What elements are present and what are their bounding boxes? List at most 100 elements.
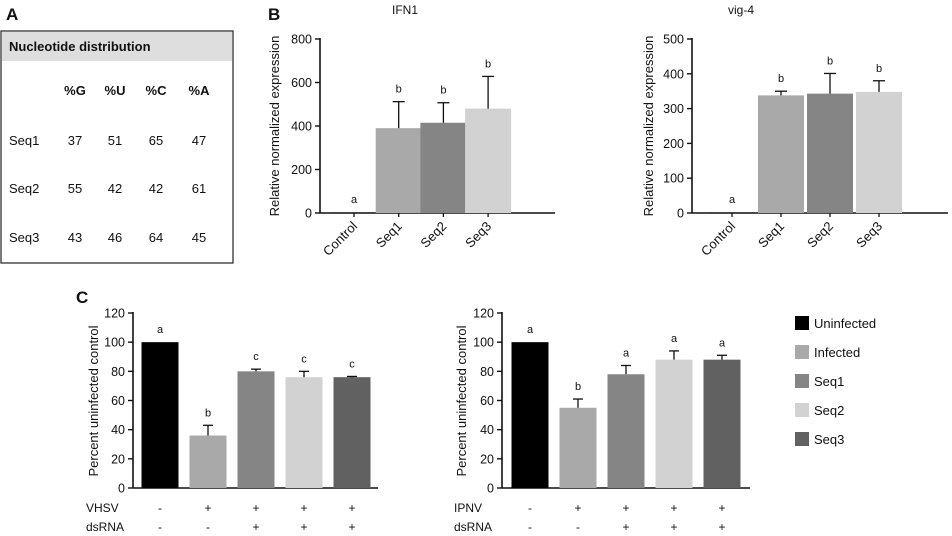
table-cell: 64 — [149, 230, 163, 245]
y-tick-label: 80 — [111, 365, 125, 379]
significance-letter: b — [827, 55, 833, 67]
y-tick-label: 40 — [111, 423, 125, 437]
chart-vhsv: Percent uninfected control 0 20 40 60 80 100 12… — [86, 307, 378, 534]
bar-seq1 — [375, 128, 422, 213]
bar-infected — [559, 407, 597, 488]
x-tick-label: Control — [320, 218, 360, 258]
nucleotide-table: Nucleotide distribution %G %U %C %A Seq1 37 5… — [0, 30, 234, 264]
virus-sign: + — [300, 501, 307, 515]
x-tick-label: Control — [698, 218, 738, 258]
dsrna-row-label: dsRNA — [454, 520, 492, 534]
virus-sign: + — [204, 501, 211, 515]
bar-seq2 — [807, 93, 853, 213]
bar-seq2 — [655, 359, 693, 488]
y-tick-label: 500 — [663, 33, 684, 47]
virus-sign: + — [348, 501, 355, 515]
y-axis-label: Relative normalized expression — [641, 36, 656, 217]
y-tick-label: 200 — [663, 137, 684, 151]
y-tick-label: 100 — [473, 336, 494, 350]
bar-infected — [189, 435, 227, 488]
y-tick-label: 400 — [291, 120, 312, 134]
table-cell: 51 — [108, 133, 122, 148]
y-tick-label: 60 — [480, 394, 494, 408]
significance-letter: b — [485, 58, 491, 70]
chart-title: vig-4 — [728, 3, 754, 17]
legend-swatch — [795, 432, 809, 446]
x-tick-label: Seq3 — [462, 219, 494, 251]
significance-letter: c — [253, 351, 259, 363]
legend: Uninfected Infected Seq1 Seq2 Seq3 — [795, 316, 876, 447]
table-row-label: Seq2 — [9, 181, 39, 196]
bar-uninfected — [511, 342, 549, 488]
significance-letter: b — [205, 407, 211, 419]
table-header-cell: %A — [189, 83, 211, 98]
legend-label: Infected — [814, 345, 860, 360]
bar-seq2 — [285, 377, 323, 488]
dsrna-sign: + — [718, 520, 725, 534]
virus-sign: + — [670, 501, 677, 515]
dsrna-sign: - — [528, 520, 532, 534]
y-tick-label: 600 — [291, 76, 312, 90]
chart-title: IFN1 — [392, 3, 418, 17]
dsrna-sign: + — [670, 520, 677, 534]
significance-letter: b — [575, 381, 581, 393]
significance-letter: a — [157, 324, 164, 336]
y-axis-label: Percent uninfected control — [86, 325, 101, 476]
panel-a-letter: A — [6, 5, 18, 24]
dsrna-sign: - — [158, 520, 162, 534]
table-row-label: Seq3 — [9, 230, 39, 245]
table-cell: 55 — [68, 181, 82, 196]
x-tick-label: Seq3 — [853, 219, 885, 251]
table-row-label: Seq1 — [9, 133, 39, 148]
y-tick-label: 400 — [663, 67, 684, 81]
y-tick-label: 0 — [118, 482, 125, 496]
significance-letter: b — [440, 85, 446, 97]
legend-label: Seq2 — [814, 403, 844, 418]
bar-control — [709, 212, 755, 213]
bar-seq3 — [333, 377, 371, 488]
virus-sign: - — [158, 501, 162, 515]
bar-seq2 — [420, 122, 467, 213]
y-axis-label: Percent uninfected control — [454, 325, 469, 476]
x-tick-label: Seq1 — [755, 219, 787, 251]
table-cell: 42 — [149, 181, 163, 196]
significance-letter: b — [876, 63, 882, 75]
bar-seq1 — [758, 95, 804, 213]
chart-ipnv: Percent uninfected control 0 20 40 60 80 100 12… — [454, 307, 750, 534]
table-cell: 42 — [108, 181, 122, 196]
chart-ifn1: IFN1 Relative normalized expression 0 200 40… — [267, 3, 555, 259]
y-tick-label: 0 — [487, 482, 494, 496]
significance-letter: a — [527, 324, 534, 336]
virus-sign: + — [574, 501, 581, 515]
significance-letter: a — [729, 194, 736, 206]
y-tick-label: 0 — [305, 207, 312, 221]
panel-c-letter: C — [76, 288, 88, 307]
dsrna-sign: - — [206, 520, 210, 534]
y-tick-label: 800 — [291, 33, 312, 47]
significance-letter: a — [671, 333, 678, 345]
legend-swatch — [795, 403, 809, 417]
bar-seq3 — [856, 91, 902, 213]
dsrna-row-label: dsRNA — [86, 520, 124, 534]
table-cell: 47 — [192, 133, 206, 148]
virus-sign: + — [252, 501, 259, 515]
dsrna-sign: + — [252, 520, 259, 534]
panel-b-letter: B — [268, 5, 280, 24]
dsrna-sign: - — [576, 520, 580, 534]
table-cell: 43 — [68, 230, 82, 245]
legend-swatch — [795, 316, 809, 330]
significance-letter: b — [778, 73, 784, 85]
table-cell: 46 — [108, 230, 122, 245]
chart-vig4: vig-4 Relative normalized expression 0 100 2… — [641, 3, 948, 259]
y-tick-label: 20 — [111, 452, 125, 466]
significance-letter: a — [719, 337, 726, 349]
bar-uninfected — [141, 342, 179, 488]
significance-letter: c — [301, 353, 307, 365]
table-title: Nucleotide distribution — [9, 39, 151, 54]
significance-letter: a — [351, 194, 358, 206]
y-tick-label: 60 — [111, 394, 125, 408]
table-cell: 65 — [149, 133, 163, 148]
table-cell: 61 — [192, 181, 206, 196]
legend-label: Seq3 — [814, 432, 844, 447]
